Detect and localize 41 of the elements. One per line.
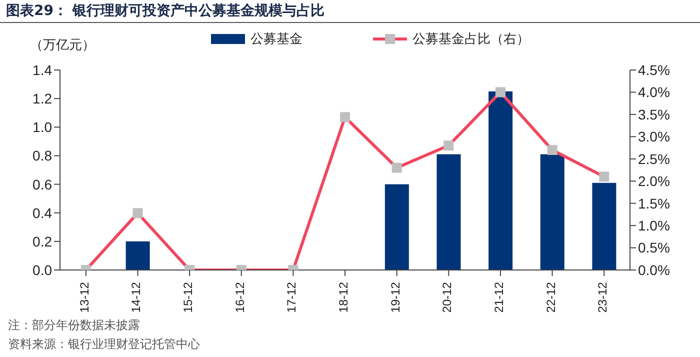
bar: [126, 241, 150, 270]
y-tick-label: 0.2: [32, 233, 52, 250]
y2-tick-label: 0.5%: [638, 240, 670, 256]
bar: [384, 184, 409, 270]
y-tick-label: 1.4: [32, 62, 52, 78]
x-tick-label: 23-12: [596, 282, 610, 313]
legend-label: 公募基金: [250, 30, 302, 48]
y2-tick-label: 1.5%: [638, 195, 670, 212]
x-tick-label: 22-12: [544, 282, 558, 313]
bar: [540, 154, 564, 270]
x-tick-label: 16-12: [232, 282, 247, 313]
bar: [436, 154, 461, 270]
y2-tick-label: 1.0%: [638, 218, 670, 234]
y-axis-title: （万亿元）: [30, 36, 95, 54]
x-tick-label: 13-12: [77, 282, 92, 313]
y2-tick-label: 4.0%: [638, 84, 670, 100]
y-tick-label: 1.2: [32, 90, 52, 107]
y-tick-label: 0.4: [32, 204, 52, 221]
x-tick-label: 15-12: [181, 282, 196, 313]
text: 资料来源：银行业理财登记托管中心: [8, 336, 200, 353]
x-tick-label: 21-12: [492, 282, 506, 313]
x-tick-label: 14-12: [129, 282, 144, 313]
y2-tick-label: 4.5%: [638, 62, 670, 78]
bar: [592, 182, 616, 270]
y2-tick-label: 3.5%: [638, 106, 670, 122]
text: 注：部分年份数据未披露: [8, 317, 140, 334]
y2-tick-label: 2.5%: [638, 150, 670, 167]
y2-tick-label: 3.0%: [638, 128, 670, 145]
y-tick-label: 0.8: [32, 148, 52, 164]
x-tick-label: 18-12: [336, 282, 351, 313]
x-tick-label: 19-12: [388, 282, 402, 313]
y2-tick-label: 2.0%: [638, 173, 670, 190]
x-tick-label: 17-12: [284, 282, 299, 313]
y-tick-label: 1.0: [32, 119, 52, 136]
y-tick-label: 0.6: [32, 176, 52, 192]
bar: [488, 91, 513, 270]
legend-label: 公募基金占比（右）: [412, 30, 530, 48]
y2-tick-label: 0.0%: [638, 262, 670, 278]
x-tick-label: 20-12: [440, 282, 454, 313]
y-tick-label: 0.0: [32, 262, 52, 278]
chart-title: 图表29： 银行理财可投资产中公募基金规模与占比: [6, 2, 324, 20]
